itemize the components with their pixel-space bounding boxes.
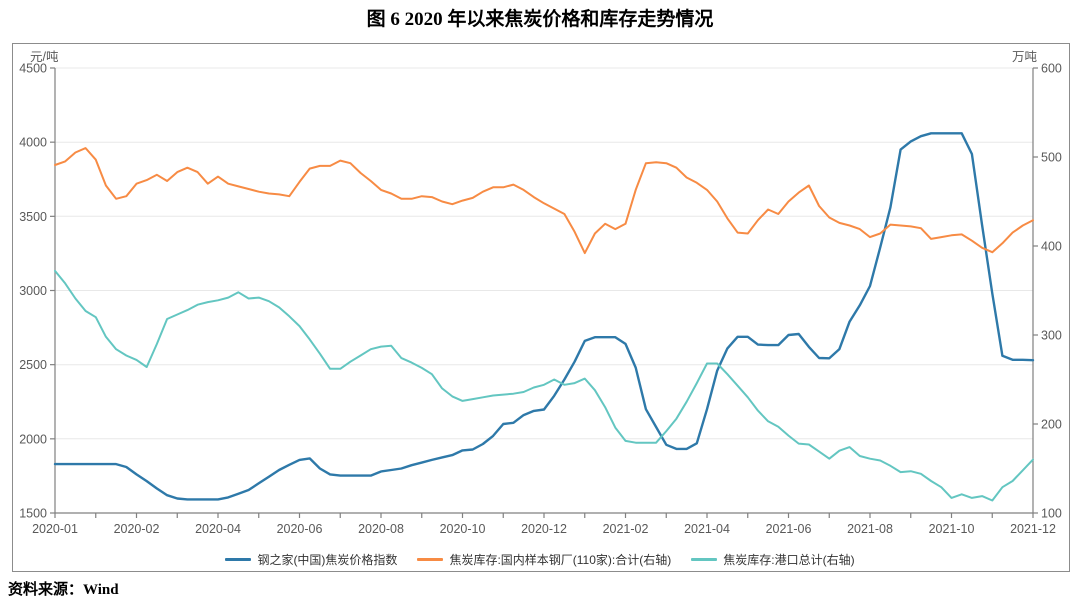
svg-text:100: 100	[1041, 507, 1062, 521]
source-note: 资料来源：Wind	[8, 578, 119, 599]
chart-container	[12, 43, 1070, 572]
left-axis-unit-label: 元/吨	[30, 50, 59, 64]
source-label: 资料来源：	[8, 582, 84, 598]
svg-text:600: 600	[1041, 62, 1062, 76]
svg-text:500: 500	[1041, 151, 1062, 165]
legend-item-port-inventory: 焦炭库存:港口总计(右轴)	[691, 551, 855, 568]
svg-text:2500: 2500	[19, 358, 47, 372]
svg-text:2020-12: 2020-12	[521, 522, 567, 536]
legend-swatch-blue-line-icon	[225, 558, 252, 561]
svg-text:4000: 4000	[19, 136, 47, 150]
legend-label-price-index: 钢之家(中国)焦炭价格指数	[257, 553, 398, 567]
svg-text:400: 400	[1041, 240, 1062, 254]
svg-text:2020-02: 2020-02	[114, 522, 160, 536]
svg-text:2020-08: 2020-08	[358, 522, 404, 536]
svg-text:2000: 2000	[19, 432, 47, 446]
figure-title: 图 6 2020 年以来焦炭价格和库存走势情况	[366, 9, 714, 30]
legend-swatch-teal-line-icon	[691, 558, 718, 561]
svg-text:1500: 1500	[19, 507, 47, 521]
svg-text:2020-04: 2020-04	[195, 522, 241, 536]
svg-text:3000: 3000	[19, 284, 47, 298]
legend-item-price-index: 钢之家(中国)焦炭价格指数	[225, 551, 397, 568]
svg-text:2021-04: 2021-04	[684, 522, 730, 536]
svg-text:2021-12: 2021-12	[1010, 522, 1056, 536]
legend-label-steel-inventory: 焦炭库存:国内样本钢厂(110家):合计(右轴)	[449, 553, 672, 567]
legend-swatch-orange-line-icon	[417, 558, 444, 561]
svg-text:2021-10: 2021-10	[929, 522, 975, 536]
source-value: Wind	[83, 582, 119, 598]
svg-text:300: 300	[1041, 329, 1062, 343]
svg-text:2021-08: 2021-08	[847, 522, 893, 536]
svg-text:2020-06: 2020-06	[277, 522, 323, 536]
svg-text:4500: 4500	[19, 62, 47, 76]
right-axis-unit-label: 万吨	[1012, 50, 1038, 64]
legend-label-port-inventory: 焦炭库存:港口总计(右轴)	[723, 553, 855, 567]
svg-text:2021-06: 2021-06	[766, 522, 812, 536]
legend-item-steel-inventory: 焦炭库存:国内样本钢厂(110家):合计(右轴)	[417, 551, 671, 568]
svg-text:2020-10: 2020-10	[440, 522, 486, 536]
svg-text:2020-01: 2020-01	[32, 522, 78, 536]
chart-legend: 钢之家(中国)焦炭价格指数 焦炭库存:国内样本钢厂(110家):合计(右轴) 焦…	[0, 551, 1080, 568]
svg-text:200: 200	[1041, 418, 1062, 432]
svg-text:2021-02: 2021-02	[603, 522, 649, 536]
svg-text:3500: 3500	[19, 210, 47, 224]
